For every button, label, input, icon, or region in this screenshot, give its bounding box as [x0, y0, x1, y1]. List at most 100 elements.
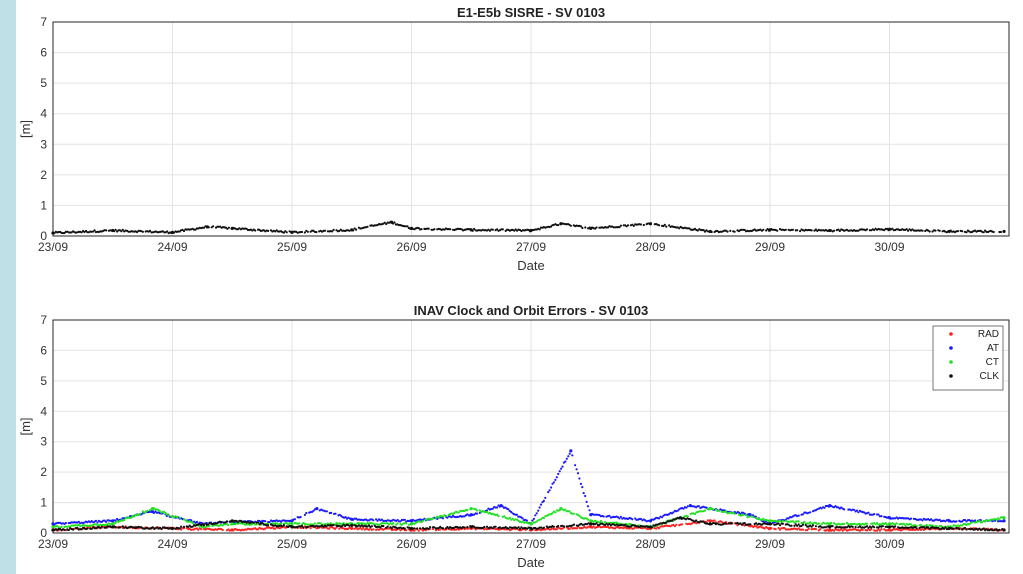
- data-point: [230, 227, 233, 230]
- data-point: [538, 228, 541, 231]
- data-point: [221, 528, 224, 532]
- data-point: [919, 523, 923, 526]
- data-point: [675, 523, 678, 526]
- data-point: [702, 520, 705, 523]
- data-point: [195, 520, 199, 524]
- data-point: [491, 507, 494, 510]
- data-point: [881, 525, 884, 528]
- data-point: [551, 482, 554, 485]
- data-point: [330, 511, 333, 514]
- data-point: [110, 519, 113, 523]
- data-point: [801, 528, 805, 531]
- data-point: [678, 227, 681, 230]
- data-point: [542, 526, 546, 529]
- data-point: [103, 519, 106, 522]
- data-point: [406, 225, 409, 228]
- data-point: [827, 229, 830, 232]
- data-point: [800, 524, 803, 528]
- y-tick-label: 0: [40, 526, 47, 540]
- data-point: [352, 229, 355, 232]
- data-point: [178, 527, 181, 530]
- data-point: [626, 224, 630, 227]
- data-point: [299, 515, 302, 519]
- data-point: [341, 525, 344, 528]
- data-point: [547, 491, 550, 494]
- y-tick-label: 7: [40, 15, 47, 29]
- data-point: [867, 511, 870, 514]
- data-point: [952, 527, 955, 530]
- data-point: [136, 231, 139, 234]
- data-point: [450, 516, 453, 519]
- x-tick-label: 23/09: [38, 537, 68, 551]
- data-point: [349, 522, 352, 525]
- data-point: [114, 228, 117, 231]
- data-point: [242, 522, 245, 525]
- data-point: [575, 468, 578, 471]
- data-point: [820, 507, 823, 510]
- data-point: [843, 522, 846, 526]
- data-point: [557, 524, 560, 528]
- data-point: [710, 230, 713, 234]
- data-point: [474, 508, 477, 511]
- data-point: [80, 231, 83, 234]
- legend-label-clk: CLK: [980, 371, 1000, 382]
- data-point: [647, 519, 650, 522]
- data-point: [535, 512, 538, 515]
- data-point: [232, 529, 235, 532]
- data-point: [708, 519, 711, 523]
- data-point: [370, 525, 373, 528]
- data-point: [439, 528, 442, 531]
- data-point: [300, 524, 304, 528]
- data-point: [891, 227, 894, 230]
- data-point: [554, 511, 557, 514]
- data-point: [187, 525, 190, 529]
- data-point: [346, 527, 349, 531]
- data-point: [90, 520, 93, 523]
- data-point: [865, 525, 869, 528]
- data-point: [350, 523, 354, 527]
- data-point: [823, 506, 826, 509]
- data-point: [392, 522, 395, 525]
- data-point: [254, 229, 257, 232]
- data-point: [668, 224, 671, 227]
- data-point: [958, 528, 961, 531]
- data-point: [686, 505, 689, 508]
- data-point: [494, 525, 497, 528]
- x-tick-label: 27/09: [516, 537, 546, 551]
- data-point: [542, 517, 546, 520]
- data-point: [303, 513, 306, 517]
- legend-marker-ct: [949, 360, 953, 364]
- y-tick-label: 5: [40, 76, 47, 90]
- data-point: [554, 478, 557, 481]
- data-point: [799, 230, 802, 233]
- data-point: [665, 521, 668, 524]
- data-point: [682, 507, 685, 510]
- data-point: [647, 222, 650, 225]
- data-point: [670, 519, 674, 522]
- data-point: [961, 520, 964, 523]
- data-point: [631, 223, 634, 226]
- data-point: [797, 514, 800, 517]
- data-point: [831, 525, 834, 528]
- data-point: [713, 519, 716, 522]
- data-point: [426, 519, 429, 522]
- data-point: [663, 223, 666, 226]
- data-point: [747, 515, 751, 518]
- data-point: [372, 519, 375, 522]
- data-point: [510, 510, 513, 514]
- data-point: [534, 514, 537, 517]
- data-point: [784, 228, 787, 231]
- data-point: [598, 523, 601, 527]
- data-point: [658, 224, 661, 227]
- data-point: [313, 522, 316, 525]
- data-point: [1002, 516, 1005, 519]
- data-point: [561, 465, 564, 468]
- data-point: [170, 231, 173, 235]
- data-point: [581, 226, 584, 230]
- y-tick-label: 6: [40, 46, 47, 60]
- data-point: [584, 494, 587, 498]
- data-point: [568, 527, 571, 530]
- data-point: [726, 230, 729, 233]
- data-point: [501, 505, 504, 508]
- data-point: [182, 229, 186, 233]
